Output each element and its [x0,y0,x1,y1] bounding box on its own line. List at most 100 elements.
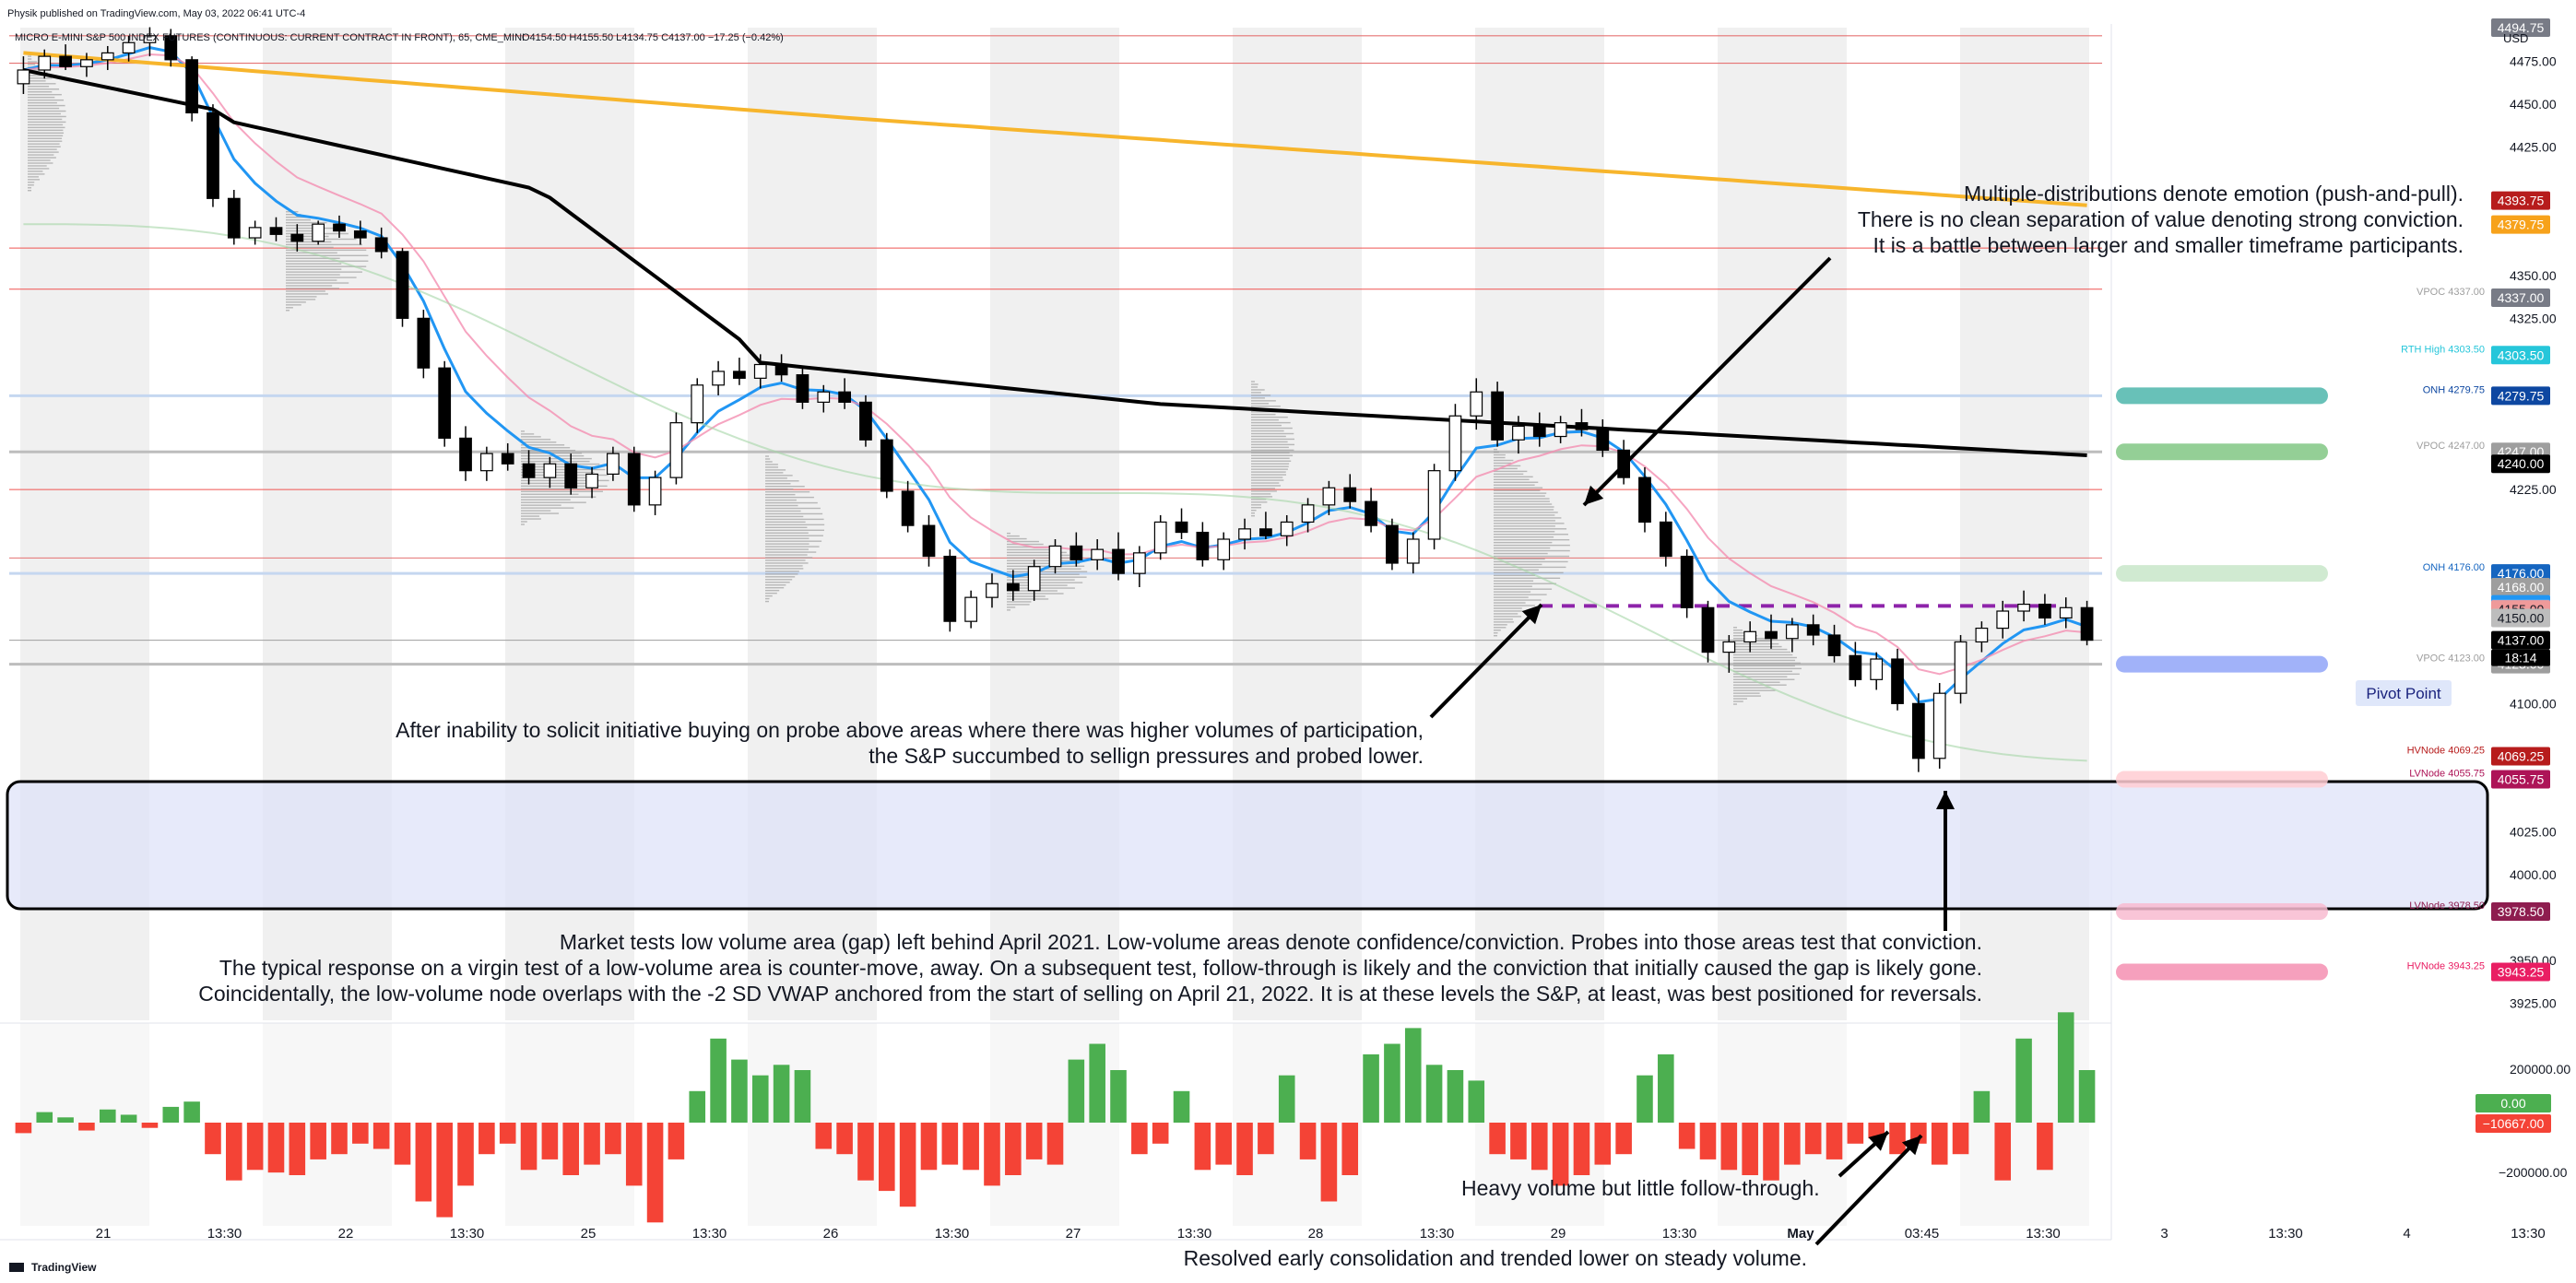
volume-delta-bar [1215,1123,1232,1165]
volume-tick-label: 200000.00 [2510,1062,2570,1077]
anchored-vwap-line [22,68,2087,457]
volume-profile-bar [1733,645,1782,648]
volume-profile-bar [765,475,793,477]
volume-profile-bar [1251,432,1294,435]
volume-profile-bar [28,165,47,167]
volume-profile-bar [1494,478,1530,480]
volume-profile-bar [1251,418,1279,421]
volume-profile-bar [286,307,293,309]
volume-profile-bar [1494,560,1568,563]
volume-profile-bar [286,265,367,267]
volume-profile-bar [1007,598,1049,600]
volume-profile-bar [1251,386,1258,388]
volume-delta-bar [1510,1123,1527,1159]
volume-profile-bar [28,69,40,71]
volume-delta-bar [1152,1123,1169,1144]
volume-profile-bar [1007,593,1064,594]
volume-profile-bar [28,129,64,132]
x-tick-label: 13:30 [2268,1226,2303,1242]
volume-tick-label: −200000.00 [2499,1165,2568,1180]
volume-profile-bar [1251,446,1289,449]
volume-delta-bar [1552,1123,1569,1186]
volume-profile-bar [765,551,817,553]
volume-profile-bar [1251,427,1293,430]
volume-delta-bar [1573,1123,1590,1175]
x-tick-label: 13:30 [2026,1226,2061,1242]
publisher-text: Physik published on TradingView.com, May… [7,8,305,19]
volume-profile-bar [28,168,50,170]
volume-label: 0.00 [2500,1096,2525,1111]
vwap-lower-band [23,223,2087,762]
volume-profile-bar [1494,547,1551,549]
volume-profile-bar [286,249,367,252]
volume-profile-bar [1494,627,1507,629]
volume-profile-bar [1251,403,1269,405]
annotation-text: Market tests low volume area (gap) left … [560,930,1982,954]
volume-profile-bar [521,436,541,438]
volume-delta-bar [331,1123,348,1155]
volume-profile-bar [1494,517,1562,519]
volume-delta-bar [1615,1123,1632,1155]
candle-body [1196,531,1210,560]
candle-body [1238,528,1251,540]
candle-body [1280,521,1294,536]
volume-profile-bar [1007,576,1087,578]
volume-profile-bar [28,143,60,145]
volume-profile-bar [1494,607,1522,609]
volume-profile-bar [1733,687,1771,689]
candle-body [607,453,620,475]
volume-delta-bar [1447,1070,1464,1123]
volume-delta-bar [2057,1012,2074,1123]
volume-delta-bar [1194,1123,1211,1171]
volume-delta-bar [120,1114,137,1123]
volume-delta-bar [289,1123,306,1175]
volume-profile-bar [1733,659,1796,662]
candle-body [1427,470,1441,540]
candle-body [1638,477,1651,524]
volume-profile-bar [1251,465,1289,467]
annotation-text: Heavy volume but little follow-through. [1461,1176,1820,1200]
candle-body [2080,606,2094,642]
volume-profile-bar [1494,514,1555,516]
volume-profile-bar [1251,381,1255,383]
candle-body [417,317,431,369]
volume-profile-bar [28,162,53,164]
tradingview-logo: TradingView [31,1261,97,1274]
volume-profile-bar [1007,604,1030,606]
candle-body [269,227,283,235]
volume-profile-bar [1733,700,1743,702]
price-label-text: 4279.75 [2498,388,2545,403]
volume-profile-bar [1251,435,1286,438]
x-tick-label: 13:30 [692,1226,727,1242]
volume-profile-bar [28,55,31,57]
volume-profile-bar [765,464,778,465]
volume-profile-bar [286,279,337,281]
volume-profile-bar [1733,662,1801,665]
volume-profile-bar [765,600,769,603]
volume-delta-bar [1530,1123,1548,1171]
volume-delta-bar [710,1038,727,1123]
candle-body [859,401,872,441]
volume-profile-bar [286,254,369,257]
volume-profile-bar [1251,501,1268,503]
volume-profile-bar [521,510,551,512]
volume-delta-bar [36,1112,53,1123]
countdown-box [2491,649,2550,666]
candle-body [2017,603,2030,612]
volume-profile-bar [286,271,362,273]
volume-profile-bar [1251,394,1271,396]
volume-profile-bar [1494,605,1535,606]
volume-profile-bar [1733,632,1753,634]
volume-profile-bar [28,159,51,161]
candle-body [1532,425,1546,438]
volume-profile-bar [765,573,798,575]
candle-body [986,583,998,598]
y-tick-label: 4350.00 [2510,268,2557,283]
candle-body [1470,391,1483,417]
candle-body [585,473,598,488]
volume-delta-bar [773,1065,790,1123]
candle-body [1006,583,1020,592]
volume-delta-bar [1489,1123,1506,1155]
level-label: VPOC 4337.00 [2416,287,2485,298]
